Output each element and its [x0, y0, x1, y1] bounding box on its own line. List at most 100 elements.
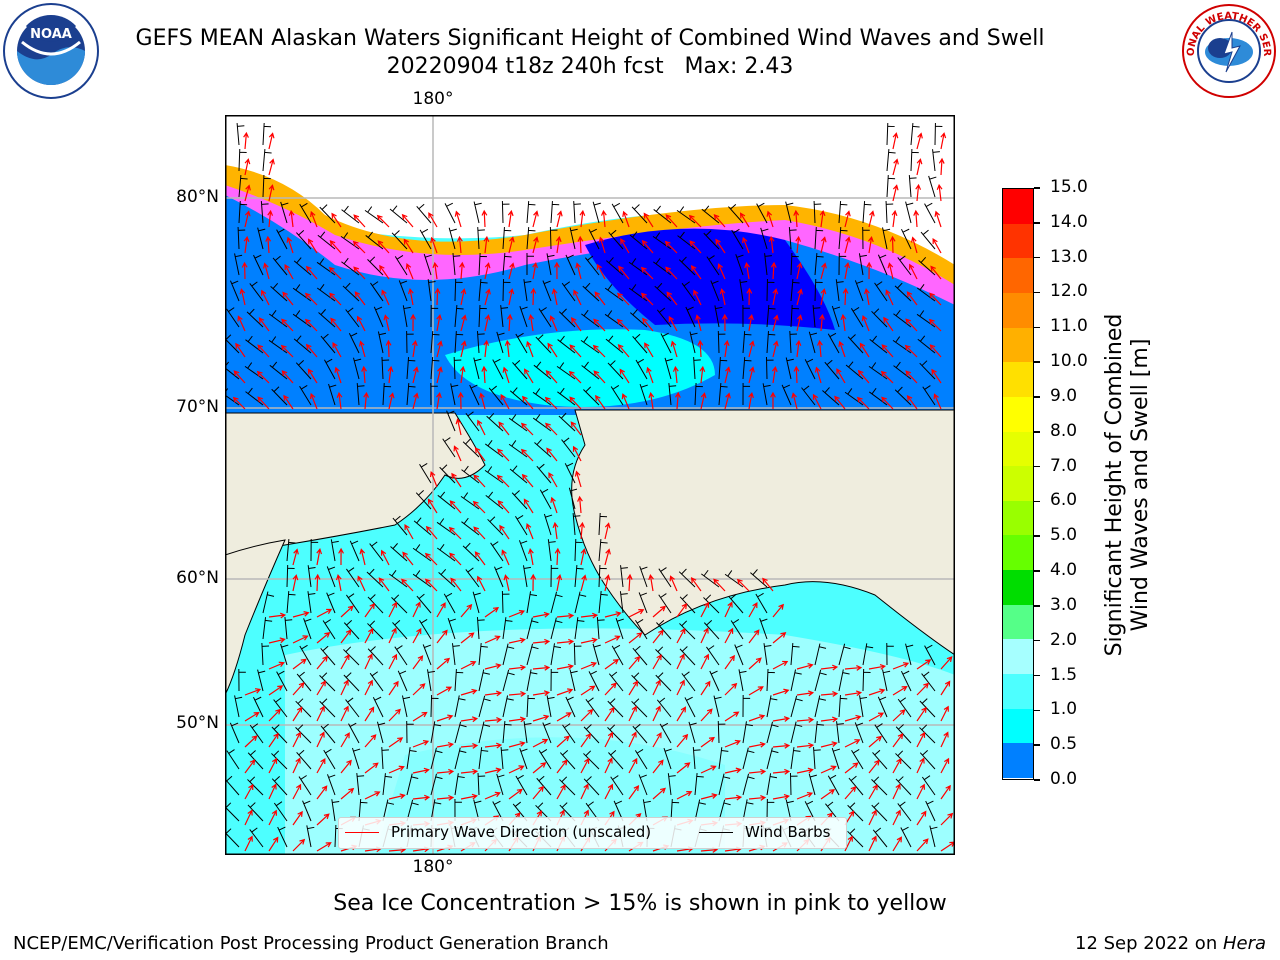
wind-barb [512, 359, 528, 380]
wave-direction-arrow [364, 679, 373, 696]
sea-ice-note: Sea Ice Concentration > 15% is shown in … [333, 891, 947, 916]
wave-direction-arrow [554, 547, 561, 566]
wind-barb [703, 594, 720, 614]
wave-direction-arrow [693, 289, 702, 306]
wave-direction-arrow [472, 500, 486, 514]
wind-barb [518, 540, 528, 562]
wave-direction-arrow [244, 783, 254, 800]
wave-direction-arrow [931, 368, 942, 384]
wave-direction-arrow [412, 711, 428, 722]
wave-direction-arrow [500, 393, 510, 410]
wave-direction-arrow [329, 240, 342, 254]
wind-barb [550, 564, 559, 588]
wind-barb [742, 747, 755, 770]
wind-barb [886, 122, 895, 146]
wave-direction-arrow [796, 791, 814, 800]
wind-barb [320, 333, 336, 354]
wind-barb [921, 775, 936, 796]
wave-direction-arrow [401, 578, 414, 592]
wind-barb [257, 227, 266, 250]
wave-direction-arrow [640, 266, 654, 280]
wind-barb [461, 517, 480, 536]
wave-direction-arrow [913, 209, 920, 228]
wind-barb [895, 750, 912, 770]
wave-direction-arrow [340, 787, 355, 800]
wave-direction-arrow [453, 445, 462, 462]
wave-direction-arrow [530, 287, 537, 306]
wind-barb [451, 643, 460, 666]
wind-barb [523, 721, 532, 744]
wave-direction-arrow [357, 575, 366, 592]
wind-barb [247, 802, 264, 822]
wave-direction-arrow [412, 627, 422, 644]
nws-logo: NATIONAL WEATHER SERVICE [1176, 0, 1278, 100]
wind-barb [894, 282, 912, 302]
wave-direction-arrow [268, 612, 287, 619]
wave-direction-arrow [436, 314, 443, 332]
wave-direction-arrow [497, 448, 510, 462]
wind-barb [742, 357, 752, 380]
wind-barb [519, 306, 528, 328]
wind-barb [349, 540, 360, 562]
wave-direction-arrow [281, 370, 294, 384]
wave-direction-arrow [604, 757, 613, 774]
wave-direction-arrow [940, 731, 949, 748]
wave-direction-arrow [652, 759, 664, 774]
wind-barb [871, 802, 888, 822]
wave-direction-arrow [906, 291, 918, 306]
wind-barb [473, 201, 482, 224]
wave-direction-arrow [844, 210, 851, 228]
wind-barb [430, 721, 442, 744]
wind-barb [326, 592, 336, 614]
wave-direction-arrow [695, 314, 702, 332]
wind-barb [369, 541, 384, 562]
wave-direction-arrow [569, 344, 582, 358]
wind-barb [257, 669, 266, 692]
wave-direction-arrow [676, 653, 685, 670]
wind-barb [561, 437, 576, 458]
wave-direction-arrow [859, 342, 870, 358]
wave-direction-arrow [436, 602, 446, 618]
wave-direction-arrow [268, 809, 277, 826]
wind-barb [532, 388, 552, 406]
wind-barb [836, 721, 844, 744]
wave-direction-arrow [652, 705, 661, 722]
wind-barb [533, 361, 552, 380]
wave-direction-arrow [772, 688, 790, 696]
wind-barb [546, 695, 555, 718]
wave-direction-arrow [916, 659, 932, 670]
wind-barb [550, 643, 561, 666]
wave-direction-arrow [532, 738, 549, 748]
wave-direction-arrow [484, 791, 501, 800]
wind-barb [461, 465, 480, 484]
wind-barb [790, 643, 800, 666]
wind-barb [229, 722, 240, 744]
wind-barb [706, 645, 720, 666]
wave-direction-arrow [892, 733, 904, 748]
wave-direction-arrow [700, 680, 711, 696]
wave-direction-arrow [748, 686, 764, 696]
wave-direction-arrow [772, 793, 790, 800]
wind-barb [340, 232, 360, 250]
colorbar-tick-label: 0.0 [1050, 769, 1078, 789]
wind-barb [789, 772, 798, 796]
wave-direction-arrow [412, 740, 430, 748]
wave-direction-arrow [388, 680, 399, 696]
wind-barb [348, 332, 360, 354]
wind-barb [453, 356, 462, 380]
wave-direction-arrow [936, 183, 943, 202]
wind-barb [678, 568, 696, 588]
wind-barb [658, 593, 672, 614]
wind-barb [542, 722, 552, 744]
wave-direction-arrow [556, 663, 574, 670]
wave-direction-arrow [772, 603, 784, 618]
wave-direction-arrow [388, 708, 401, 722]
wind-barb [381, 747, 389, 770]
wind-barb [694, 773, 704, 796]
wave-direction-arrow [770, 391, 776, 410]
wave-direction-arrow [268, 158, 275, 176]
wind-barb [827, 774, 840, 796]
wind-barb [262, 617, 273, 640]
wave-direction-arrow [353, 266, 366, 280]
wave-direction-arrow [436, 686, 453, 696]
